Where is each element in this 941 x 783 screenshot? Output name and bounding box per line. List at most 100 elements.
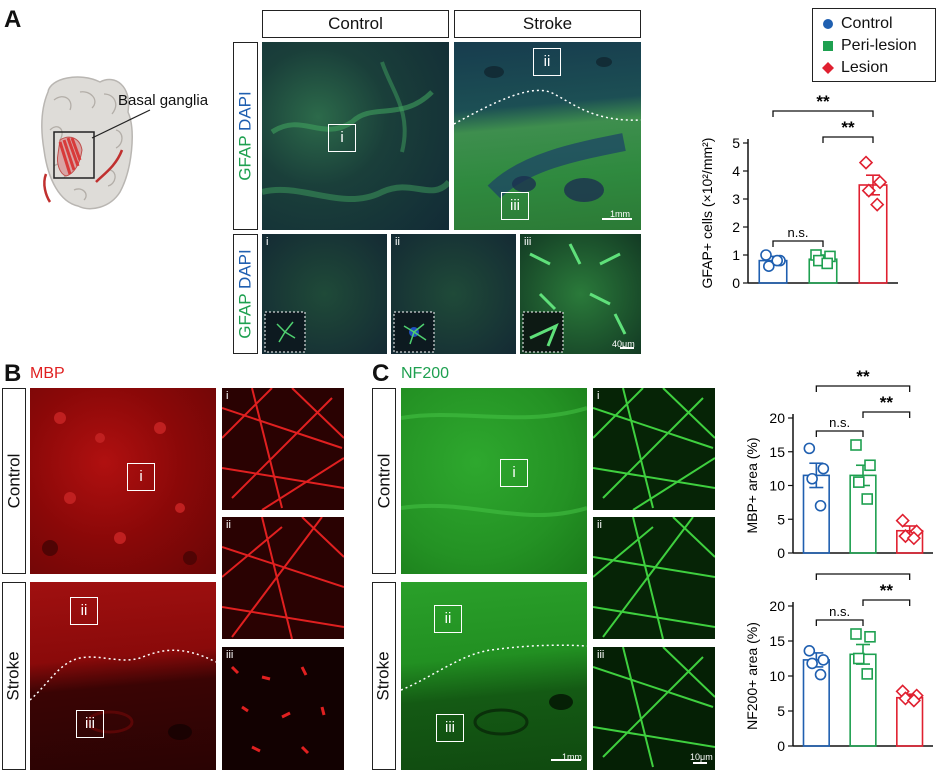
significance-label: n.s. (788, 225, 809, 240)
nf200-zoom-iii (593, 647, 715, 770)
mbp-zoom-iii (222, 647, 344, 770)
data-point (861, 183, 876, 198)
scale-bar-1mm-a: 1mm (610, 209, 630, 219)
data-point (850, 439, 862, 451)
gfap-zoom-i (262, 234, 387, 354)
panel-letter-a: A (4, 6, 22, 33)
zoom-label-ii-c: ii (597, 519, 602, 531)
zoom-label-i: i (266, 236, 269, 248)
gfap-zoom-ii-texture (393, 311, 435, 353)
mbp-zoom-ii-texture (222, 517, 344, 639)
data-point (806, 657, 818, 670)
data-point (806, 472, 818, 485)
data-point (760, 249, 772, 261)
legend: Control Peri-lesion Lesion (812, 8, 936, 82)
zoom-label-iii: iii (524, 236, 532, 248)
y-tick-label: 0 (777, 738, 785, 754)
dapi-label: DAPI (235, 91, 255, 131)
nf200-zoom-i (593, 388, 715, 510)
significance-label: ** (856, 566, 870, 574)
legend-square-icon (823, 41, 833, 51)
row-label-gfap-dapi-overview: GFAP DAPI (233, 42, 258, 230)
y-tick-label: 10 (769, 668, 785, 684)
y-tick-label: 20 (769, 410, 785, 426)
data-point (817, 654, 830, 666)
basal-ganglia-label: Basal ganglia (118, 92, 209, 109)
legend-label: Peri-lesion (841, 37, 917, 54)
data-point (814, 668, 827, 681)
data-point (821, 257, 833, 270)
data-point (895, 513, 910, 528)
significance-label: ** (880, 581, 894, 600)
gfap-control-texture (262, 61, 449, 203)
significance-bracket (815, 619, 864, 626)
y-tick-label: 15 (769, 633, 785, 649)
y-axis-label: MBP+ area (%) (745, 437, 760, 533)
legend-item-control: Control (821, 13, 927, 35)
data-point (864, 631, 876, 643)
significance-bracket (815, 385, 911, 392)
y-tick-label: 20 (769, 598, 785, 614)
legend-label: Control (841, 15, 893, 32)
y-tick-label: 10 (769, 478, 785, 494)
legend-item-peri-lesion: Peri-lesion (821, 35, 927, 57)
nf200-control-image (401, 388, 587, 574)
significance-bracket (772, 240, 824, 247)
data-point (763, 260, 775, 272)
gfap-stroke-image (454, 42, 641, 230)
column-header-control: Control (262, 10, 449, 38)
mbp-zoom-i (222, 388, 344, 510)
chart-gfap-svg: 0 1 2 3 4 5 GFAP+ cells (×10²/mm²) ** ** n.s. (699, 92, 898, 291)
data-point (850, 628, 862, 640)
panel-letter-b: B (4, 360, 22, 387)
chart-gfap: 0 1 2 3 4 5 GFAP+ cells (×10²/mm²) ** ** n.s. (690, 92, 925, 310)
row-label-text: Stroke (374, 651, 394, 701)
gfap-zoom-iii (520, 234, 641, 354)
row-label-control-b: Control (2, 388, 26, 574)
y-tick-label: 3 (732, 191, 740, 207)
brain-schematic-drawing (41, 76, 151, 210)
mbp-zoom-i-texture (222, 388, 344, 510)
y-tick-label: 5 (777, 511, 785, 527)
data-point (803, 442, 816, 455)
data-point (853, 476, 865, 488)
y-tick-label: 0 (777, 545, 785, 561)
significance-bracket (815, 573, 911, 580)
gfap-stroke-texture (454, 57, 641, 220)
stain-label-mbp: MBP (30, 365, 65, 382)
roi-box-ii-b: ii (70, 597, 98, 625)
row-label-text: Stroke (4, 651, 24, 701)
zoom-label-i-b: i (226, 390, 229, 402)
row-label-text: Control (374, 453, 393, 509)
roi-box-i-b: i (127, 463, 155, 491)
significance-label: ** (856, 368, 870, 386)
nf200-stroke-image (401, 582, 587, 770)
chart-nf200-svg: 0 5 10 15 20 NF200+ area (%) ** ** n.s. (744, 555, 933, 754)
zoom-label-iii-b: iii (226, 649, 234, 661)
nf200-control-texture (401, 406, 587, 518)
zoom-label-ii: ii (395, 236, 400, 248)
scale-bar-40um: 40μm (612, 339, 635, 349)
y-tick-label: 2 (732, 219, 740, 235)
zoom-label-i-c: i (597, 390, 600, 402)
stain-label-nf200: NF200 (401, 365, 450, 382)
roi-box-ii-c: ii (434, 605, 462, 633)
data-point (861, 668, 873, 680)
significance-bracket (822, 136, 874, 143)
nf200-zoom-ii (593, 517, 715, 639)
data-point (861, 493, 873, 505)
gfap-label: GFAP (235, 135, 255, 181)
legend-item-lesion: Lesion (821, 57, 927, 79)
y-axis-label: NF200+ area (%) (745, 622, 760, 730)
mbp-stroke-texture (30, 649, 216, 740)
significance-label: n.s. (829, 415, 850, 430)
significance-bracket (862, 599, 911, 606)
roi-box-iii: iii (501, 192, 529, 220)
brain-schematic (30, 70, 230, 230)
significance-label: ** (880, 393, 894, 412)
gfap-label-zoom: GFAP (235, 293, 255, 339)
legend-label: Lesion (841, 59, 889, 76)
y-tick-label: 0 (732, 275, 740, 291)
significance-bracket (772, 110, 874, 117)
data-point (864, 459, 876, 472)
